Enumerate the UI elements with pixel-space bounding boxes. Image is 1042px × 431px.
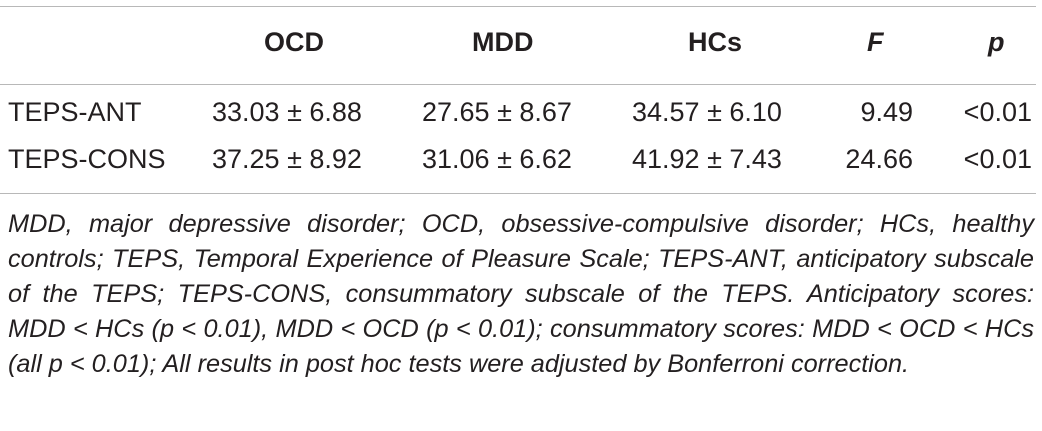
cell-teps-ant-hcs: 34.57 ± 6.10 [632,97,782,127]
table-header-rule [0,84,1036,85]
table-bottom-rule [0,193,1036,194]
cell-teps-cons-mdd: 31.06 ± 6.62 [422,144,572,174]
table-footnote: MDD, major depressive disorder; OCD, obs… [8,210,1034,378]
cell-teps-cons-f: 24.66 [845,144,913,174]
header-p: p [988,27,1005,57]
row-label-teps-cons: TEPS-CONS [8,144,166,174]
cell-teps-ant-ocd: 33.03 ± 6.88 [212,97,362,127]
cell-teps-cons-ocd: 37.25 ± 8.92 [212,144,362,174]
cell-teps-ant-f: 9.49 [860,97,913,127]
cell-teps-cons-hcs: 41.92 ± 7.43 [632,144,782,174]
header-hcs: HCs [688,27,743,57]
cell-teps-ant-mdd: 27.65 ± 8.67 [422,97,572,127]
row-label-teps-ant: TEPS-ANT [8,97,142,127]
header-f: F [867,27,884,57]
table-top-rule [0,6,1036,7]
cell-teps-ant-p: <0.01 [963,97,1032,127]
header-mdd: MDD [472,27,534,57]
cell-teps-cons-p: <0.01 [963,144,1032,174]
header-ocd: OCD [264,27,324,57]
